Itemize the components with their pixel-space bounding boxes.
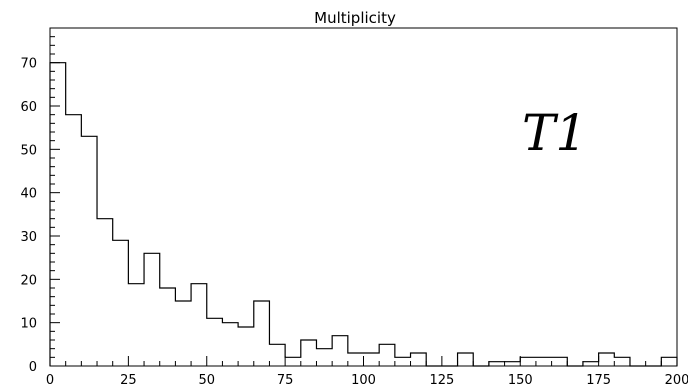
x-tick-label: 0 [46,373,54,387]
histogram-bin [113,240,129,366]
histogram-bin [301,340,317,366]
histogram-bin [81,136,97,366]
histogram-bin [332,336,348,366]
histogram-bin [238,327,254,366]
histogram-bin [489,362,505,366]
y-tick-label: 60 [20,100,37,115]
x-tick-label: 150 [508,373,533,387]
x-tick-label: 50 [198,373,215,387]
y-axis: 0 10 20 30 40 50 60 70 [20,27,60,375]
histogram-bin [505,362,521,366]
histogram-bin [66,115,82,366]
x-tick-label: 75 [277,373,294,387]
x-tick-label: 175 [586,373,611,387]
histogram-bin [160,288,176,366]
y-tick-label: 30 [20,230,37,245]
y-tick-label: 50 [20,143,37,158]
histogram-bin [97,219,113,366]
x-tick-label: 125 [429,373,454,387]
histogram-bin [395,357,411,366]
y-tick-label: 0 [29,360,37,375]
histogram-bin [254,301,270,366]
x-tick-label: 100 [351,373,376,387]
x-tick-label: 200 [665,373,688,387]
x-tick-label: 25 [120,373,137,387]
histogram-bin [207,318,223,366]
histogram-bin [552,357,568,366]
x-axis: 0 25 50 75 100 125 150 175 200 [46,356,688,387]
histogram-bin [661,357,677,366]
histogram-bin [128,284,144,366]
histogram-bin [536,357,552,366]
chart-annotation: T1 [522,104,587,162]
histogram-bin [316,349,332,366]
y-tick-label: 20 [20,273,37,288]
histogram-bin [50,63,66,366]
histogram-bin [379,344,395,366]
histogram-bin [175,301,191,366]
y-tick-label: 10 [20,317,37,332]
histogram-bin [222,323,238,366]
y-tick-label: 40 [20,187,37,202]
histogram-bin [364,353,380,366]
histogram-bin [520,357,536,366]
histogram-bin [458,353,474,366]
y-tick-label: 70 [20,57,37,72]
histogram-bin [599,353,615,366]
chart-title: Multiplicity [314,9,396,27]
histogram-bin [348,353,364,366]
histogram-bin [614,357,630,366]
histogram-outline [49,62,678,367]
histogram-bin [191,284,207,366]
histogram-bin [583,362,599,366]
histogram-bin [144,253,160,366]
histogram-bin [285,357,301,366]
histogram-bin [269,344,285,366]
histogram-bin [411,353,427,366]
